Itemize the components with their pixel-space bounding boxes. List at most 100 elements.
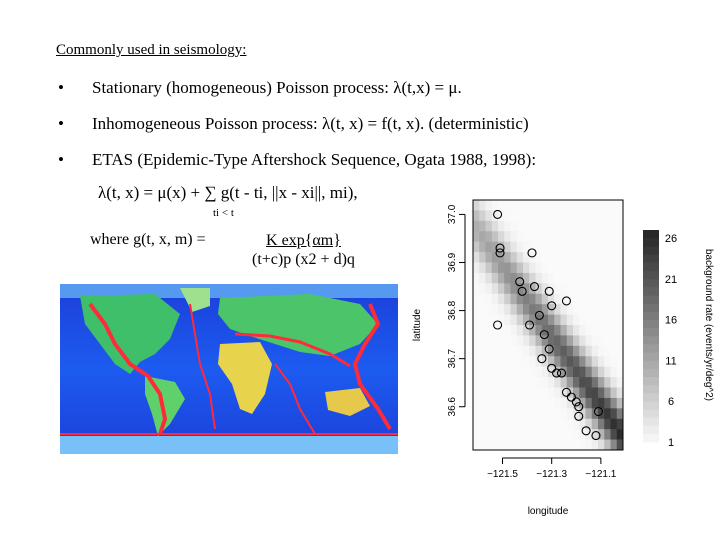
heatmap-cell: [560, 418, 568, 430]
heatmap-cell: [523, 314, 530, 326]
heatmap-cell: [504, 397, 511, 409]
bullet-text: Inhomogeneous Poisson process: λ(t, x) =…: [92, 114, 529, 133]
heatmap-cell: [560, 220, 568, 232]
heatmap-cell: [479, 345, 486, 357]
heatmap-cell: [616, 252, 624, 263]
heatmap-cell: [473, 387, 480, 399]
heatmap-cell: [504, 387, 511, 399]
heatmap-cell: [554, 314, 561, 326]
heatmap-cell: [616, 325, 624, 336]
heatmap-cell: [566, 283, 574, 295]
heatmap-cell: [491, 210, 499, 222]
heatmap-cell: [529, 439, 536, 451]
heatmap-cell: [529, 231, 536, 242]
heatmap-cell: [591, 429, 599, 440]
heatmap-cell: [516, 439, 524, 451]
heatmap-cell: [554, 293, 561, 305]
heatmap-cell: [573, 418, 580, 430]
earthquake-event: [525, 320, 535, 330]
colorbar-swatch: [643, 417, 659, 426]
heatmap-cell: [535, 345, 543, 357]
heatmap-cell: [541, 335, 549, 347]
heatmap-cell: [560, 293, 568, 305]
heatmap-cell: [529, 314, 536, 326]
heatmap-cell: [566, 377, 574, 388]
heatmap-cell: [616, 283, 624, 295]
heatmap-cell: [585, 377, 593, 388]
heatmap-cell: [510, 387, 518, 399]
heatmap-cell: [535, 377, 543, 388]
colorbar-swatch: [643, 238, 659, 247]
heatmap-cell: [598, 335, 605, 347]
heatmap-cell: [548, 272, 555, 284]
colorbar-swatch: [643, 336, 659, 345]
heatmap-cell: [504, 345, 511, 357]
heatmap-cell: [610, 262, 618, 274]
heatmap-cell: [510, 252, 518, 263]
heatmap-cell: [523, 241, 530, 253]
indian-ocean-ridge: [274, 363, 316, 435]
x-tick-label: −121.3: [536, 469, 567, 480]
earthquake-event: [556, 368, 567, 378]
heatmap-cell: [535, 397, 543, 409]
heatmap-cell: [604, 283, 611, 295]
heatmap-cell: [479, 200, 486, 211]
heatmap-cell: [516, 345, 524, 357]
heatmap-cell: [485, 272, 493, 284]
heatmap-cell: [591, 252, 599, 263]
heatmap-cell: [591, 356, 599, 367]
heatmap-cell: [541, 200, 549, 211]
heatmap-cell: [479, 356, 486, 367]
heatmap-cell: [535, 314, 543, 326]
heatmap-cell: [616, 293, 624, 305]
colorbar-swatch: [643, 295, 659, 304]
heatmap-cell: [604, 304, 611, 315]
heatmap-cell: [591, 335, 599, 347]
heatmap-cell: [504, 272, 511, 284]
heatmap-cell: [616, 439, 624, 451]
heatmap-cell: [548, 283, 555, 295]
heatmap-cell: [591, 366, 599, 378]
heatmap-cell: [523, 387, 530, 399]
heatmap-grid: [473, 200, 624, 451]
heatmap-cell: [598, 220, 605, 232]
heatmap-cell: [523, 252, 530, 263]
heatmap-cell: [610, 293, 618, 305]
heatmap-cell: [554, 418, 561, 430]
heatmap-cell: [573, 262, 580, 274]
where-text: where g(t, x, m) =: [90, 231, 206, 248]
heatmap-cell: [523, 397, 530, 409]
heatmap-cell: [473, 325, 480, 336]
heatmap-cell: [610, 325, 618, 336]
heatmap-cell: [491, 304, 499, 315]
heatmap-cell: [579, 345, 586, 357]
heatmap-cell: [566, 356, 574, 367]
heatmap-cell: [591, 345, 599, 357]
heatmap-cell: [491, 325, 499, 336]
heatmap-cell: [479, 335, 486, 347]
heatmap-cell: [491, 356, 499, 367]
heatmap-cell: [591, 387, 599, 399]
australia: [325, 388, 370, 416]
heatmap-cell: [591, 397, 599, 409]
heatmap-cell: [598, 408, 605, 420]
heatmap-cell: [560, 345, 568, 357]
heatmap-cell: [585, 439, 593, 451]
heatmap-cell: [585, 418, 593, 430]
heatmap-cell: [591, 283, 599, 295]
heatmap-cell: [529, 366, 536, 378]
heatmap-cell: [604, 293, 611, 305]
heatmap-cell: [523, 304, 530, 315]
heatmap-cell: [560, 262, 568, 274]
colorbar-swatch: [643, 270, 659, 280]
heatmap-cell: [535, 210, 543, 222]
heatmap-cell: [473, 262, 480, 274]
north-america: [80, 294, 180, 374]
heatmap-cell: [479, 262, 486, 274]
heatmap-cell: [510, 262, 518, 274]
heatmap-cell: [591, 304, 599, 315]
earthquake-event: [561, 296, 571, 306]
heatmap-cell: [573, 252, 580, 263]
heatmap-cell: [510, 429, 518, 440]
heatmap-cell: [541, 241, 549, 253]
